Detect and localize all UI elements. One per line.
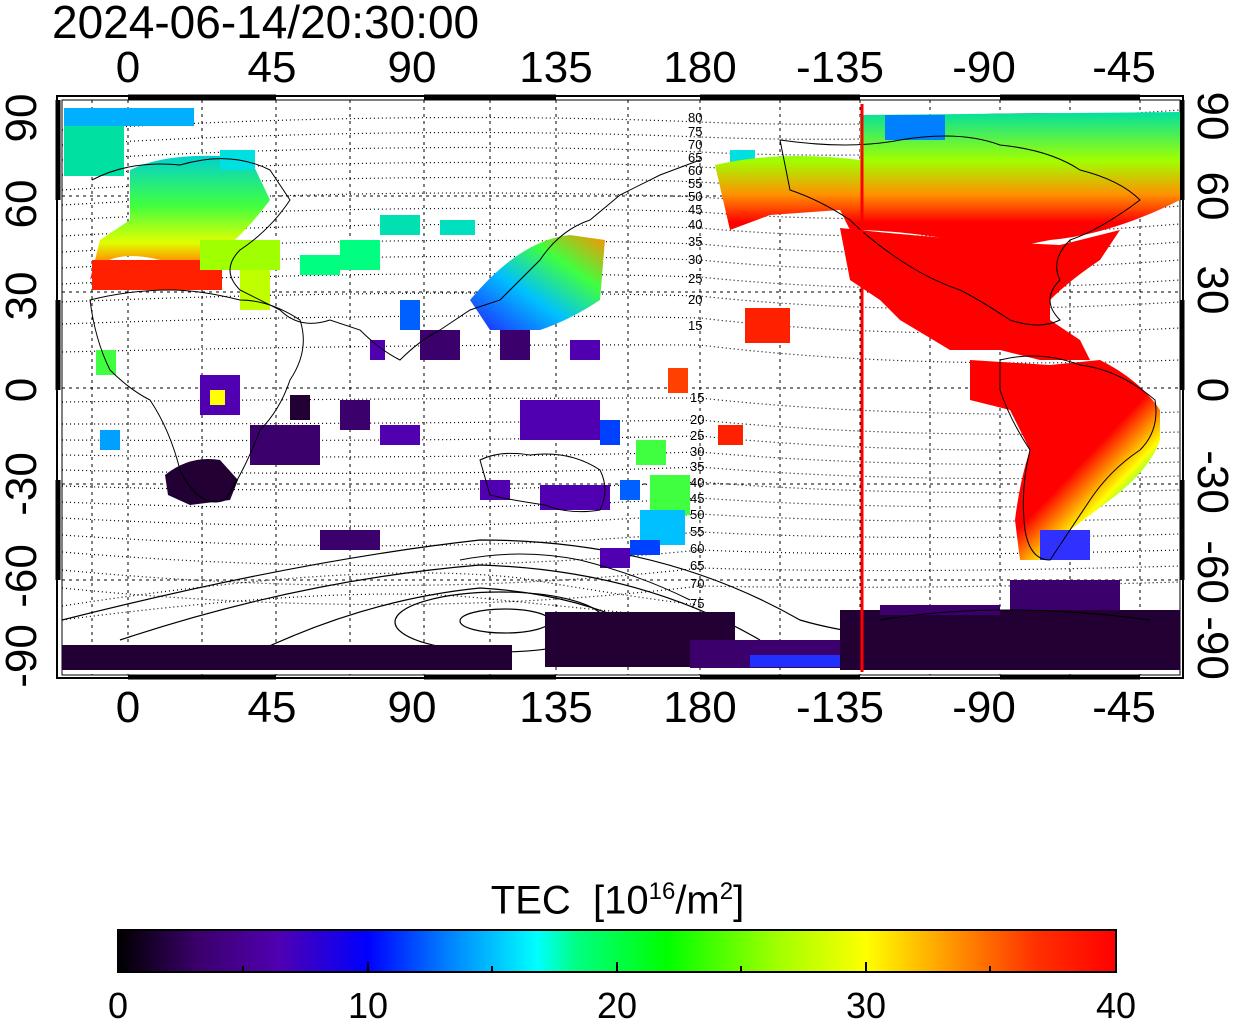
lat-tick-left: -90: [0, 624, 46, 688]
lat-tick-left: -30: [0, 452, 46, 516]
contour-label-north: 45: [688, 202, 702, 217]
contour-label-south: 50: [690, 507, 704, 522]
lat-tick-right: 90: [1188, 91, 1235, 141]
contour-label-south: 45: [690, 491, 704, 506]
contour-label-north: 25: [688, 271, 702, 286]
lon-tick-top: 90: [387, 43, 437, 92]
lat-tick-right: 0: [1188, 377, 1235, 403]
lat-tick-left: 30: [0, 271, 46, 321]
lat-tick-left: 0: [0, 377, 46, 403]
lon-tick-top: -90: [952, 43, 1016, 92]
contour-label-south: 30: [690, 444, 704, 459]
lat-tick-right: 30: [1188, 265, 1235, 315]
colorbar-label: 10: [347, 985, 389, 1026]
colorbar-label: 30: [845, 985, 887, 1026]
colorbar-ticks: [242, 962, 991, 972]
contour-label-north: 65: [688, 150, 702, 165]
lat-tick-left: -60: [0, 544, 46, 608]
lat-tick-right: -30: [1188, 450, 1235, 514]
lat-tick-right: 60: [1188, 171, 1235, 221]
contour-label-north: 60: [688, 163, 702, 178]
contour-label-south: 35: [690, 459, 704, 474]
contour-label-south: 70: [690, 576, 704, 591]
contour-label-south: 75: [690, 596, 704, 611]
lon-tick-bottom: 0: [115, 683, 141, 732]
lon-tick-top: 45: [247, 43, 297, 92]
coastlines: [89, 135, 1157, 621]
lat-tick-left: 90: [0, 93, 46, 143]
contour-label-north: 20: [688, 292, 702, 307]
lon-tick-top: 135: [519, 43, 593, 92]
frame-ticks: [55, 94, 1185, 680]
contour-label-south: 60: [690, 541, 704, 556]
lat-tick-right: -60: [1188, 540, 1235, 604]
contour-label-north: 40: [688, 217, 702, 232]
colorbar-unit-exp2: 2: [719, 878, 734, 905]
contour-label-south: 15: [690, 390, 704, 405]
contour-label-north: 50: [688, 189, 702, 204]
lon-tick-top: 0: [115, 43, 141, 92]
contour-label-south: 20: [690, 412, 704, 427]
lat-tick-left: 60: [0, 179, 46, 229]
lon-tick-bottom: 180: [663, 683, 737, 732]
colorbar-label: 20: [596, 985, 638, 1026]
timestamp-title: 2024-06-14/20:30:00: [52, 0, 480, 48]
lon-tick-bottom: -45: [1092, 683, 1156, 732]
colorbar-unit-exp: 16: [648, 878, 676, 905]
contour-label-south: 25: [690, 428, 704, 443]
contour-label-north: 75: [688, 124, 702, 139]
tec-data: [62, 108, 1180, 670]
lon-tick-bottom: 135: [519, 683, 593, 732]
contour-label-south: 65: [690, 558, 704, 573]
contour-label-north: 55: [688, 176, 702, 191]
colorbar-title-main: TEC: [490, 878, 571, 923]
contour-label-south: 55: [690, 524, 704, 539]
contour-label-north: 70: [688, 137, 702, 152]
colorbar-title: TEC [1016/m2]: [0, 866, 1235, 926]
lon-tick-bottom: 45: [247, 683, 297, 732]
contour-label-south: 40: [690, 475, 704, 490]
contour-label-north: 35: [688, 234, 702, 249]
lon-tick-top: -45: [1092, 43, 1156, 92]
colorbar-label: 40: [1095, 985, 1137, 1026]
colorbar-unit-mid: /m: [675, 878, 720, 923]
lon-tick-bottom: 90: [387, 683, 437, 732]
lat-tick-right: -90: [1188, 616, 1235, 680]
colorbar-label: 0: [107, 985, 129, 1026]
colorbar-unit-pre: [10: [593, 878, 649, 923]
lon-tick-top: -135: [795, 43, 885, 92]
lon-tick-bottom: -90: [952, 683, 1016, 732]
lon-tick-bottom: -135: [795, 683, 885, 732]
colorbar-unit-post: ]: [733, 878, 745, 923]
contour-label-north: 30: [688, 252, 702, 267]
contour-label-north: 80: [688, 110, 702, 125]
contour-label-north: 15: [688, 318, 702, 333]
lon-tick-top: 180: [663, 43, 737, 92]
